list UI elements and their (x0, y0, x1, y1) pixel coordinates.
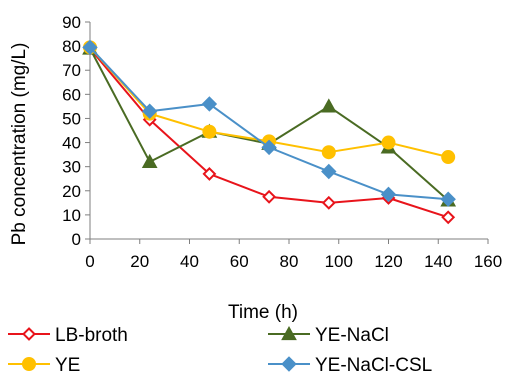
x-tick-label: 140 (424, 252, 452, 271)
x-axis-label: Time (h) (228, 302, 298, 323)
legend: LB-broth YE-NaCl YE YE-NaCl-CSL (8, 325, 432, 376)
legend-item: YE-NaCl (268, 325, 389, 346)
y-tick-label: 70 (62, 61, 81, 80)
y-tick-label: 40 (62, 134, 81, 153)
data-point (441, 150, 456, 165)
data-point (141, 153, 158, 168)
x-tick-label: 100 (325, 252, 353, 271)
legend-marker (22, 357, 36, 371)
y-tick-label: 50 (62, 109, 81, 128)
x-tick-label: 120 (374, 252, 402, 271)
axes (85, 21, 489, 244)
x-tick-label: 80 (280, 252, 299, 271)
data-point (321, 145, 336, 160)
data-point (202, 166, 217, 181)
data-point (262, 189, 277, 204)
data-series (82, 39, 457, 225)
y-tick-label: 30 (62, 158, 81, 177)
data-point (201, 96, 218, 112)
legend-marker (281, 356, 297, 372)
series-line (89, 48, 449, 202)
series-ye-nacl-csl (82, 39, 456, 207)
data-point (320, 98, 337, 113)
data-point (440, 191, 456, 207)
data-point (380, 186, 397, 203)
y-tick-label: 20 (62, 182, 81, 201)
y-tick-label: 80 (62, 37, 81, 56)
series-ye-nacl (82, 40, 457, 207)
data-point (441, 210, 456, 225)
legend-label: LB-broth (55, 325, 128, 346)
x-tick-label: 20 (130, 252, 149, 271)
legend-marker (22, 327, 36, 341)
data-point (321, 163, 337, 180)
y-tick-label: 60 (62, 85, 81, 104)
x-tick-label: 0 (85, 252, 94, 271)
y-axis-label: Pb concentration (mg/L) (9, 43, 30, 246)
data-point (82, 39, 98, 56)
y-tick-label: 0 (72, 230, 81, 249)
data-point (202, 124, 217, 139)
legend-label: YE (55, 355, 80, 376)
series-line (89, 46, 449, 201)
x-tick-label: 60 (230, 252, 249, 271)
x-tick-label: 40 (180, 252, 199, 271)
legend-label: YE-NaCl (315, 325, 389, 346)
y-tick-labels: 0 10 20 30 40 50 60 70 80 90 (62, 13, 81, 249)
data-point (321, 195, 336, 210)
legend-marker (281, 325, 297, 341)
legend-item: LB-broth (8, 325, 128, 346)
y-tick-label: 90 (62, 13, 81, 32)
x-tick-labels: 0 20 40 60 80 100 120 140 160 (85, 252, 502, 271)
data-point (141, 103, 158, 119)
legend-item: YE-NaCl-CSL (268, 355, 432, 376)
legend-label: YE-NaCl-CSL (315, 355, 432, 376)
y-tick-label: 10 (62, 206, 81, 225)
legend-item: YE (8, 355, 80, 376)
data-point (261, 139, 277, 156)
x-tick-label: 160 (474, 252, 502, 271)
data-point (381, 135, 396, 150)
